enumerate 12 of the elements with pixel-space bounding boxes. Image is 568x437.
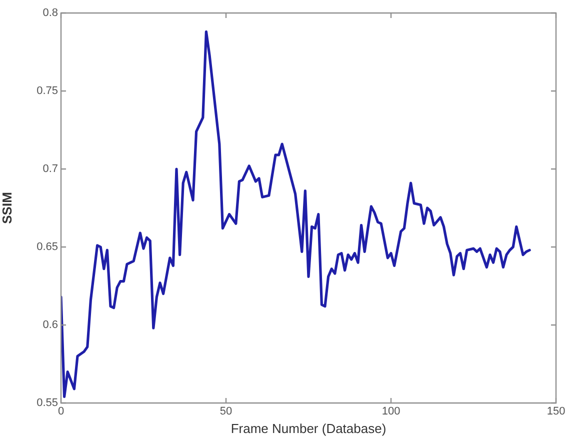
- y-tick-label: 0.7: [42, 163, 58, 176]
- x-tick-label: 150: [546, 406, 566, 418]
- x-tick-label: 100: [382, 406, 400, 418]
- x-tick-label: 0: [58, 406, 64, 418]
- y-tick-label: 0.6: [42, 319, 58, 332]
- x-tick-label: 50: [220, 406, 232, 418]
- y-tick-label: 0.75: [36, 85, 58, 98]
- y-tick-label: 0.65: [36, 241, 58, 254]
- y-tick-label: 0.8: [42, 7, 58, 20]
- x-axis-title: Frame Number (Database): [230, 420, 386, 436]
- y-tick-label: 0.55: [36, 397, 58, 410]
- y-axis-title: SSIM: [0, 192, 14, 224]
